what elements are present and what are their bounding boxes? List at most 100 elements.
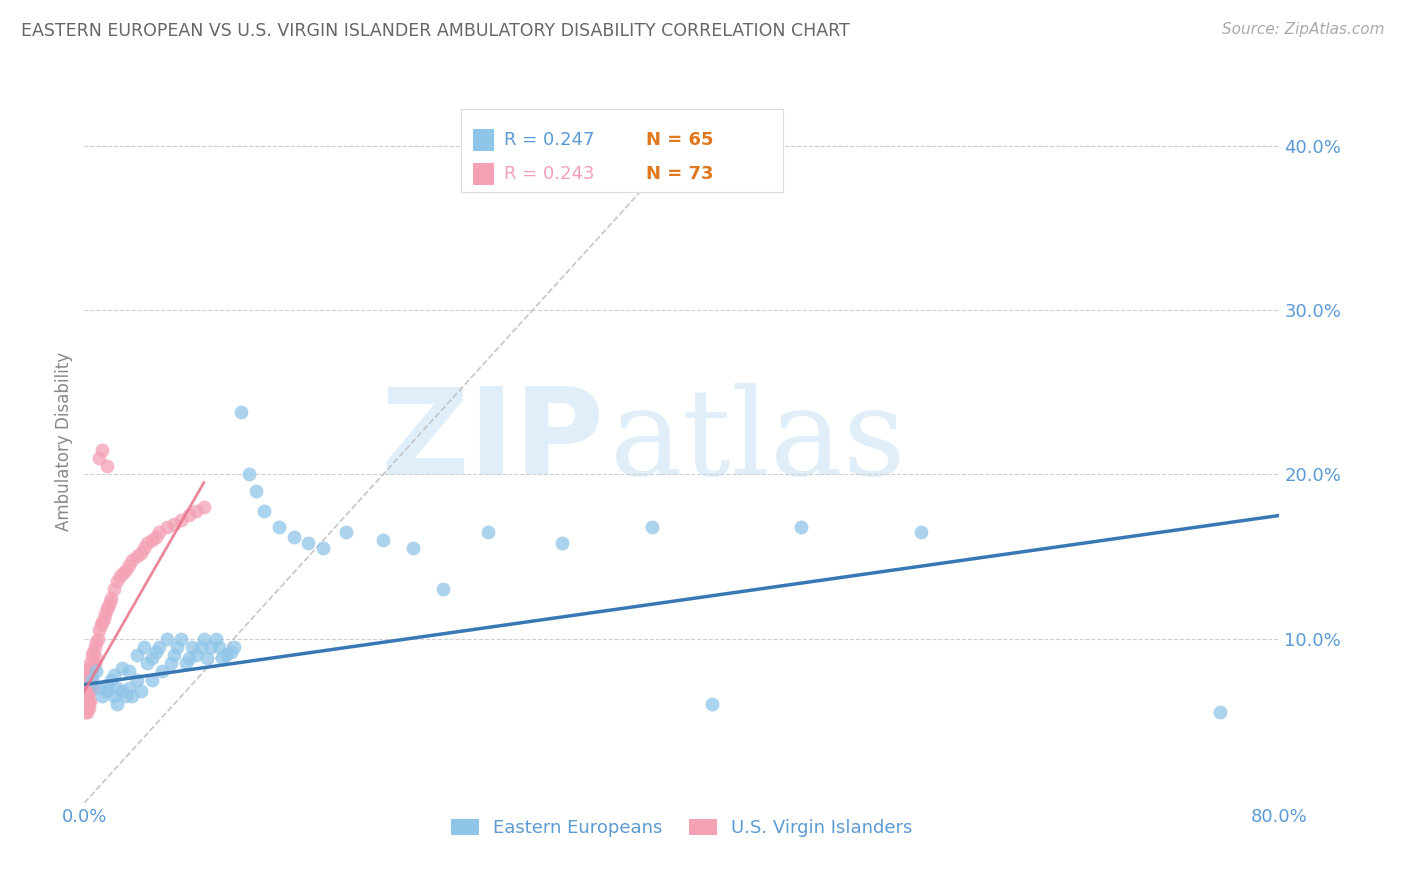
Point xyxy=(96,459,118,474)
Text: EASTERN EUROPEAN VS U.S. VIRGIN ISLANDER AMBULATORY DISABILITY CORRELATION CHART: EASTERN EUROPEAN VS U.S. VIRGIN ISLANDER… xyxy=(21,22,849,40)
Text: atlas: atlas xyxy=(610,383,907,500)
Point xyxy=(141,533,163,547)
Point xyxy=(82,661,104,675)
Point xyxy=(82,645,104,659)
Point xyxy=(125,673,148,687)
Point xyxy=(193,632,215,646)
Point xyxy=(195,651,218,665)
Point xyxy=(163,516,186,531)
Point xyxy=(82,677,104,691)
Point xyxy=(77,677,100,691)
Point xyxy=(170,513,193,527)
Point xyxy=(200,640,222,654)
Point xyxy=(91,442,114,457)
Point xyxy=(105,681,128,695)
Point xyxy=(121,553,143,567)
Point xyxy=(105,574,128,588)
Point xyxy=(208,640,231,654)
Point xyxy=(141,651,163,665)
Point xyxy=(219,645,242,659)
Point xyxy=(75,698,97,712)
Point xyxy=(118,681,141,695)
Point xyxy=(181,640,204,654)
Point xyxy=(238,467,260,482)
Point xyxy=(87,632,110,646)
Point xyxy=(312,541,335,556)
Point xyxy=(77,694,100,708)
Point xyxy=(75,665,97,679)
Point xyxy=(155,520,177,534)
Point xyxy=(148,524,170,539)
Point xyxy=(700,698,723,712)
Legend: Eastern Europeans, U.S. Virgin Islanders: Eastern Europeans, U.S. Virgin Islanders xyxy=(444,812,920,845)
Point xyxy=(432,582,454,597)
Point xyxy=(94,607,117,621)
Text: ZIP: ZIP xyxy=(381,383,605,500)
Text: N = 65: N = 65 xyxy=(647,131,714,149)
FancyBboxPatch shape xyxy=(461,109,783,193)
Point xyxy=(215,648,238,662)
Point xyxy=(77,684,100,698)
Point xyxy=(163,648,186,662)
Point xyxy=(77,700,100,714)
Point xyxy=(231,405,253,419)
Point xyxy=(148,640,170,654)
Point xyxy=(79,657,101,671)
Point xyxy=(98,595,121,609)
Point xyxy=(145,530,167,544)
Point xyxy=(75,677,97,691)
Point xyxy=(77,661,100,675)
Point xyxy=(910,524,932,539)
Point xyxy=(253,503,276,517)
Point xyxy=(80,673,103,687)
Point xyxy=(76,689,98,703)
Point xyxy=(115,563,138,577)
Point xyxy=(80,648,103,662)
Y-axis label: Ambulatory Disability: Ambulatory Disability xyxy=(55,352,73,531)
Bar xyxy=(472,129,495,151)
Point xyxy=(145,645,167,659)
Point xyxy=(76,665,98,679)
Point xyxy=(75,700,97,714)
Point xyxy=(186,648,208,662)
Point xyxy=(76,694,98,708)
Point xyxy=(83,657,105,671)
Point xyxy=(551,536,574,550)
Text: Source: ZipAtlas.com: Source: ZipAtlas.com xyxy=(1222,22,1385,37)
Point xyxy=(141,673,163,687)
Point xyxy=(132,541,156,556)
Point xyxy=(91,615,114,630)
Point xyxy=(76,698,98,712)
Point xyxy=(77,667,100,681)
Point xyxy=(222,640,245,654)
Point xyxy=(76,681,98,695)
Point xyxy=(89,624,111,638)
Point xyxy=(89,450,111,465)
Point xyxy=(190,640,212,654)
Point xyxy=(641,520,664,534)
Point xyxy=(75,694,97,708)
Point xyxy=(193,500,215,515)
Point xyxy=(97,599,120,613)
Point xyxy=(100,591,122,605)
Point xyxy=(79,684,101,698)
Point xyxy=(75,673,97,687)
Point xyxy=(267,520,290,534)
Point xyxy=(96,602,118,616)
Point xyxy=(132,640,156,654)
Point xyxy=(129,684,152,698)
Point xyxy=(76,700,98,714)
Point xyxy=(297,536,319,550)
Point xyxy=(91,689,114,703)
Point xyxy=(103,582,125,597)
Point xyxy=(790,520,813,534)
Point xyxy=(79,673,101,687)
Point xyxy=(125,648,148,662)
Point xyxy=(177,651,200,665)
Point xyxy=(105,698,128,712)
Point xyxy=(1209,706,1232,720)
Point xyxy=(205,632,228,646)
Point xyxy=(75,689,97,703)
Point xyxy=(96,677,118,691)
Point xyxy=(170,632,193,646)
